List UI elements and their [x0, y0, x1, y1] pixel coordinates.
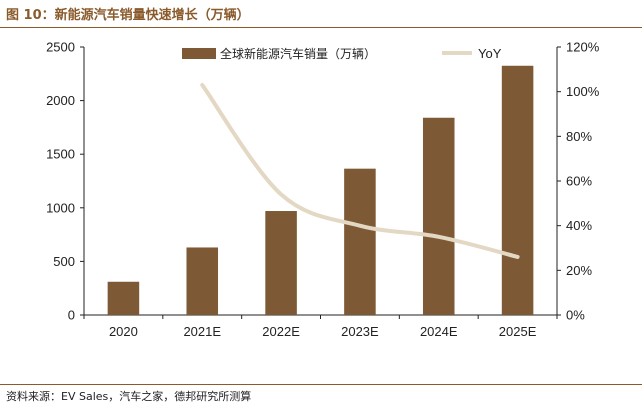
right-tick-label: 40% [566, 218, 592, 233]
right-tick-label: 60% [566, 174, 592, 189]
source-rule [0, 384, 642, 385]
sales-chart: 0 500 1000 1500 2000 2500 0% 20% 40% 60% 80% 100% 12… [46, 40, 600, 340]
left-tick-label: 1500 [46, 147, 75, 162]
right-tick-label: 80% [566, 129, 592, 144]
legend-label-bar: 全球新能源汽车销量（万辆） [220, 46, 376, 61]
left-tick-label: 500 [53, 254, 75, 269]
left-tick-label: 0 [68, 308, 75, 323]
right-tick-label: 100% [566, 84, 600, 99]
right-tick-label: 20% [566, 263, 592, 278]
x-tick-label: 2021E [183, 324, 221, 339]
x-tick-label: 2020 [109, 324, 138, 339]
bar-2020 [107, 281, 140, 315]
bar-2024E [422, 117, 455, 315]
x-tick-label: 2025E [499, 324, 537, 339]
title-rule [0, 27, 642, 28]
x-tick-label: 2024E [420, 324, 458, 339]
left-tick-label: 1000 [46, 200, 75, 215]
bar-2023E [344, 168, 376, 315]
x-tick-label: 2022E [262, 324, 300, 339]
bar-2022E [265, 211, 297, 315]
figure-title: 图 10：新能源汽车销量快速增长（万辆） [6, 8, 250, 23]
chart-legend: 全球新能源汽车销量（万辆） YoY [182, 46, 502, 61]
bar-2025E [501, 65, 534, 315]
bar-2021E [186, 247, 219, 315]
left-tick-label: 2000 [46, 93, 75, 108]
yoy-line [200, 82, 520, 259]
yoy-series [200, 82, 520, 259]
legend-swatch-bar [182, 48, 216, 59]
right-tick-label: 120% [566, 40, 600, 55]
x-tick-label: 2023E [341, 324, 379, 339]
bar-series [107, 65, 534, 315]
left-tick-label: 2500 [46, 40, 75, 55]
source-note: 资料来源：EV Sales，汽车之家，德邦研究所测算 [6, 390, 252, 403]
right-tick-label: 0% [566, 308, 585, 323]
chart-axes: 0 500 1000 1500 2000 2500 0% 20% 40% 60% 80% 100% 12… [46, 40, 600, 340]
legend-label-line: YoY [478, 46, 502, 61]
